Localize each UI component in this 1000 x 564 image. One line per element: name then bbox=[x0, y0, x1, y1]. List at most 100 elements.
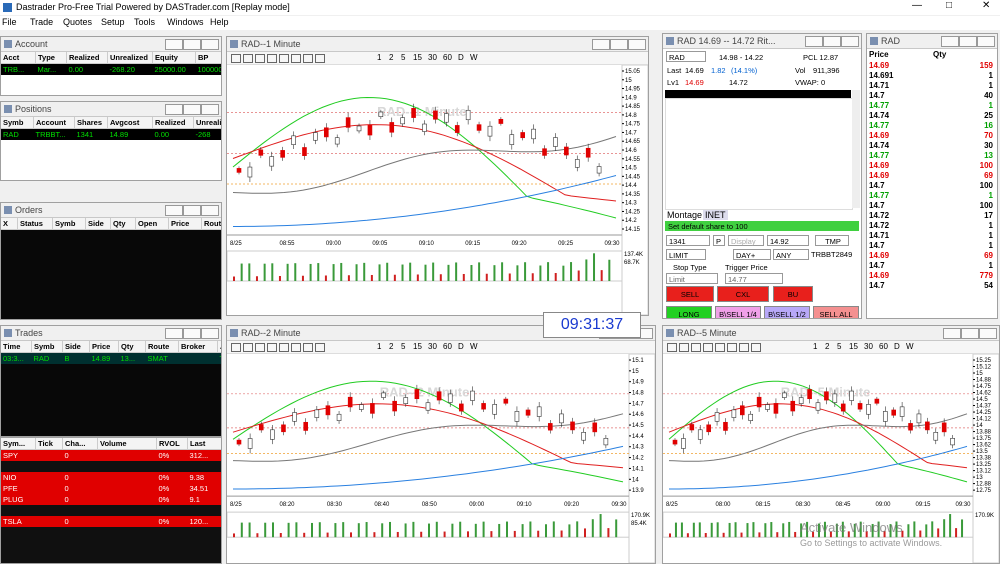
toolbar-icon[interactable] bbox=[303, 54, 313, 63]
timeframe-button[interactable]: 30 bbox=[428, 53, 437, 62]
toolbar-icon[interactable] bbox=[691, 343, 701, 352]
timeframe-button[interactable]: D bbox=[894, 342, 900, 351]
maximize-button[interactable] bbox=[183, 205, 201, 216]
minimize-button[interactable] bbox=[165, 205, 183, 216]
toolbar-icon[interactable] bbox=[291, 343, 301, 352]
toolbar-icon[interactable] bbox=[715, 343, 725, 352]
close-button[interactable] bbox=[628, 39, 646, 50]
toolbar-icon[interactable] bbox=[267, 343, 277, 352]
toolbar-icon[interactable] bbox=[267, 54, 277, 63]
menu-item[interactable]: File bbox=[2, 17, 17, 27]
timeframe-button[interactable]: D bbox=[458, 53, 464, 62]
menu-item[interactable]: Help bbox=[210, 17, 229, 27]
toolbar-icon[interactable] bbox=[751, 343, 761, 352]
toolbar-icon[interactable] bbox=[255, 343, 265, 352]
menu-item[interactable]: Quotes bbox=[63, 17, 93, 27]
timeframe-button[interactable]: 60 bbox=[443, 342, 452, 351]
maximize-button[interactable] bbox=[961, 328, 979, 339]
any-select[interactable]: ANY bbox=[773, 249, 809, 260]
quantity-field[interactable]: 1341 bbox=[666, 235, 710, 246]
toolbar-icon[interactable] bbox=[255, 54, 265, 63]
toolbar-icon[interactable] bbox=[667, 343, 677, 352]
display-field[interactable]: Display bbox=[728, 235, 764, 246]
toolbar-icon[interactable] bbox=[315, 343, 325, 352]
order-button[interactable]: BU bbox=[773, 286, 813, 302]
timeframe-button[interactable]: 15 bbox=[413, 53, 422, 62]
toolbar-icon[interactable] bbox=[679, 343, 689, 352]
timeframe-button[interactable]: 2 bbox=[389, 53, 394, 62]
timeframe-button[interactable]: 60 bbox=[879, 342, 888, 351]
maximize-button[interactable] bbox=[183, 328, 201, 339]
timeframe-button[interactable]: 5 bbox=[401, 53, 406, 62]
price-type-button[interactable]: P bbox=[713, 235, 725, 246]
timeframe-button[interactable]: W bbox=[470, 342, 478, 351]
order-button[interactable]: SELL ALL bbox=[813, 306, 859, 318]
toolbar-icon[interactable] bbox=[231, 54, 241, 63]
toolbar-icon[interactable] bbox=[231, 343, 241, 352]
maximize-button[interactable] bbox=[823, 36, 841, 47]
timeframe-button[interactable]: 5 bbox=[401, 342, 406, 351]
minimize-button[interactable] bbox=[592, 39, 610, 50]
close-button[interactable] bbox=[201, 39, 219, 50]
toolbar-icon[interactable] bbox=[703, 343, 713, 352]
maximize-button[interactable] bbox=[183, 104, 201, 115]
minimize-button[interactable] bbox=[165, 328, 183, 339]
timeframe-button[interactable]: 15 bbox=[849, 342, 858, 351]
minimize-button[interactable] bbox=[805, 36, 823, 47]
toolbar-icon[interactable] bbox=[739, 343, 749, 352]
minimize-button[interactable] bbox=[941, 36, 959, 47]
timeframe-button[interactable]: 15 bbox=[413, 342, 422, 351]
timeframe-button[interactable]: W bbox=[906, 342, 914, 351]
timeframe-button[interactable]: 1 bbox=[813, 342, 818, 351]
toolbar-icon[interactable] bbox=[303, 343, 313, 352]
timeframe-button[interactable]: 5 bbox=[837, 342, 842, 351]
minimize-button[interactable] bbox=[943, 328, 961, 339]
maximize-button[interactable]: □ bbox=[946, 0, 953, 11]
toolbar-icon[interactable] bbox=[243, 343, 253, 352]
close-button[interactable]: ✕ bbox=[982, 0, 991, 11]
toolbar-icon[interactable] bbox=[279, 343, 289, 352]
timeframe-button[interactable]: 60 bbox=[443, 53, 452, 62]
timeframe-button[interactable]: 2 bbox=[389, 342, 394, 351]
menu-item[interactable]: Tools bbox=[134, 17, 156, 27]
maximize-button[interactable] bbox=[183, 39, 201, 50]
minimize-button[interactable] bbox=[165, 39, 183, 50]
order-button[interactable]: B\SELL 1/4 bbox=[715, 306, 761, 318]
close-button[interactable] bbox=[201, 328, 219, 339]
toolbar-icon[interactable] bbox=[315, 54, 325, 63]
tmp-button[interactable]: TMP bbox=[815, 235, 849, 246]
close-button[interactable] bbox=[201, 205, 219, 216]
tif-select[interactable]: DAY+ bbox=[733, 249, 771, 260]
menu-item[interactable]: Setup bbox=[101, 17, 125, 27]
minimize-button[interactable] bbox=[165, 104, 183, 115]
order-button[interactable]: B\SELL 1/2 bbox=[764, 306, 810, 318]
close-button[interactable] bbox=[979, 328, 997, 339]
order-type-select[interactable]: LIMIT bbox=[666, 249, 706, 260]
maximize-button[interactable] bbox=[610, 39, 628, 50]
toolbar-icon[interactable] bbox=[727, 343, 737, 352]
timeframe-button[interactable]: 30 bbox=[428, 342, 437, 351]
timeframe-button[interactable]: 1 bbox=[377, 53, 382, 62]
close-button[interactable] bbox=[977, 36, 995, 47]
timeframe-button[interactable]: 2 bbox=[825, 342, 830, 351]
toolbar-icon[interactable] bbox=[291, 54, 301, 63]
timeframe-button[interactable]: 1 bbox=[377, 342, 382, 351]
symbol-field[interactable]: RAD bbox=[666, 51, 706, 62]
minimize-button[interactable]: — bbox=[912, 0, 922, 11]
order-button[interactable]: CXL bbox=[717, 286, 769, 302]
timeframe-button[interactable]: 30 bbox=[864, 342, 873, 351]
order-button[interactable]: LONG bbox=[666, 306, 712, 318]
close-button[interactable] bbox=[201, 104, 219, 115]
trigger-field[interactable]: 14.77 bbox=[725, 273, 783, 284]
menu-item[interactable]: Trade bbox=[30, 17, 54, 27]
stop-type-select[interactable]: Limit bbox=[666, 273, 718, 284]
close-button[interactable] bbox=[841, 36, 859, 47]
toolbar-icon[interactable] bbox=[243, 54, 253, 63]
menu-item[interactable]: Windows bbox=[167, 17, 204, 27]
timeframe-button[interactable]: D bbox=[458, 342, 464, 351]
order-button[interactable]: SELL bbox=[666, 286, 714, 302]
maximize-button[interactable] bbox=[959, 36, 977, 47]
price-field[interactable]: 14.92 bbox=[767, 235, 809, 246]
timeframe-button[interactable]: W bbox=[470, 53, 478, 62]
toolbar-icon[interactable] bbox=[279, 54, 289, 63]
